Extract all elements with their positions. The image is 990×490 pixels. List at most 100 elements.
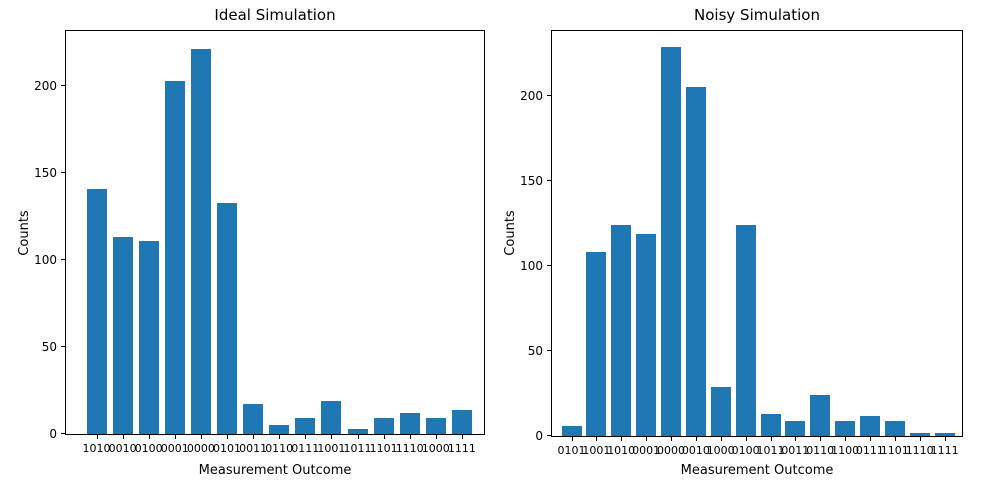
x-tick-label: 0111 xyxy=(291,442,320,455)
x-tick xyxy=(253,435,255,439)
x-tick-label: 1000 xyxy=(421,442,450,455)
x-tick-label: 0110 xyxy=(806,444,835,457)
x-tick-label: 0000 xyxy=(657,444,685,457)
y-axis-label-noisy: Counts xyxy=(503,210,518,256)
bar-0100 xyxy=(138,241,159,434)
bar-1010 xyxy=(611,225,632,436)
bar-0101 xyxy=(217,203,237,434)
x-tick-label: 1101 xyxy=(880,444,909,457)
x-tick-label: 1011 xyxy=(756,444,785,457)
bar-0111 xyxy=(295,418,316,434)
y-tick xyxy=(61,346,65,347)
x-tick-label: 0011 xyxy=(781,444,810,457)
bar-0110 xyxy=(269,425,290,434)
chart-title-noisy: Noisy Simulation xyxy=(694,6,820,24)
bar-1101 xyxy=(373,418,394,434)
x-tick-label: 1101 xyxy=(369,442,398,455)
y-tick xyxy=(61,85,65,86)
y-tick xyxy=(547,265,551,266)
x-tick xyxy=(122,435,124,439)
bar-1000 xyxy=(710,387,731,436)
x-tick xyxy=(435,435,437,439)
plot-area-noisy: 0101 1001 1010 0001 0000 0010 1000 0100 1011 0011… xyxy=(520,30,963,457)
x-tick-label: 0001 xyxy=(160,442,189,455)
x-tick xyxy=(695,437,697,441)
x-tick-label: 0010 xyxy=(681,444,710,457)
y-tick xyxy=(547,95,551,96)
bar-1000 xyxy=(425,418,446,434)
x-tick-label: 0111 xyxy=(855,444,884,457)
x-tick-label: 1111 xyxy=(447,442,476,455)
bar-1101 xyxy=(884,421,905,436)
bar-0011 xyxy=(243,404,264,434)
bar-1010 xyxy=(86,189,107,434)
bar-1001 xyxy=(586,252,607,436)
bar-0000 xyxy=(190,49,211,434)
x-tick-label: 0001 xyxy=(632,444,661,457)
x-tick xyxy=(174,435,176,439)
plot-area-ideal: 1010 0010 0100 0001 0000 0101 0011 0110 0111 1001… xyxy=(34,30,485,455)
y-tick-label: 100 xyxy=(34,253,57,267)
chart-title-ideal: Ideal Simulation xyxy=(214,6,336,24)
y-tick-label: 0 xyxy=(535,429,543,443)
x-tick xyxy=(820,437,822,441)
x-tick-label: 1110 xyxy=(395,442,424,455)
y-axis-label-ideal: Counts xyxy=(17,210,32,256)
bar-0011 xyxy=(785,421,806,436)
bar-0000 xyxy=(661,47,681,436)
bar-0001 xyxy=(636,234,657,436)
bar-0111 xyxy=(859,416,880,436)
bar-1011 xyxy=(760,414,781,436)
y-tick-label: 200 xyxy=(520,89,543,103)
x-tick-label: 0011 xyxy=(239,442,268,455)
x-tick xyxy=(357,435,359,439)
x-tick xyxy=(200,435,202,439)
y-tick-label: 50 xyxy=(41,340,57,354)
bar-1111 xyxy=(451,410,472,434)
x-tick-label: 1001 xyxy=(317,442,346,455)
x-tick xyxy=(96,435,98,439)
x-tick xyxy=(745,437,747,441)
x-tick xyxy=(596,437,598,441)
x-tick-label: 0100 xyxy=(731,444,760,457)
x-tick xyxy=(671,437,672,441)
bar-1111 xyxy=(934,433,955,436)
x-tick xyxy=(279,435,281,439)
x-tick xyxy=(795,437,797,441)
bar-1110 xyxy=(909,433,930,436)
x-tick-label: 1010 xyxy=(82,442,111,455)
x-tick-label: 1000 xyxy=(706,444,735,457)
x-tick xyxy=(845,437,847,441)
y-tick xyxy=(61,172,65,173)
bar-0010 xyxy=(685,87,706,436)
y-tick xyxy=(547,435,551,436)
bar-0110 xyxy=(810,395,831,436)
bar-0001 xyxy=(164,81,185,434)
y-tick xyxy=(547,180,551,181)
x-tick-label: 1001 xyxy=(582,444,611,457)
bar-0101 xyxy=(561,426,582,436)
x-tick xyxy=(621,437,623,441)
x-tick-label: 0010 xyxy=(108,442,137,455)
bar-1100 xyxy=(835,421,856,436)
bar-1011 xyxy=(347,429,368,434)
y-tick xyxy=(61,259,65,260)
x-tick-label: 1100 xyxy=(831,444,860,457)
x-tick-label: 0110 xyxy=(265,442,294,455)
x-tick xyxy=(227,435,228,439)
x-tick-label: 0101 xyxy=(213,442,241,455)
y-tick xyxy=(547,350,551,351)
y-tick-label: 0 xyxy=(49,427,57,441)
x-tick xyxy=(461,435,463,439)
x-tick-label: 0101 xyxy=(557,444,586,457)
x-tick-label: 1111 xyxy=(930,444,959,457)
bar-1001 xyxy=(321,401,342,434)
x-tick xyxy=(331,435,333,439)
x-axis-label-ideal: Measurement Outcome xyxy=(198,463,352,478)
x-tick xyxy=(409,435,411,439)
y-tick-label: 150 xyxy=(520,174,543,188)
x-tick-label: 1110 xyxy=(905,444,934,457)
y-tick-label: 150 xyxy=(34,166,57,180)
x-tick xyxy=(148,435,150,439)
